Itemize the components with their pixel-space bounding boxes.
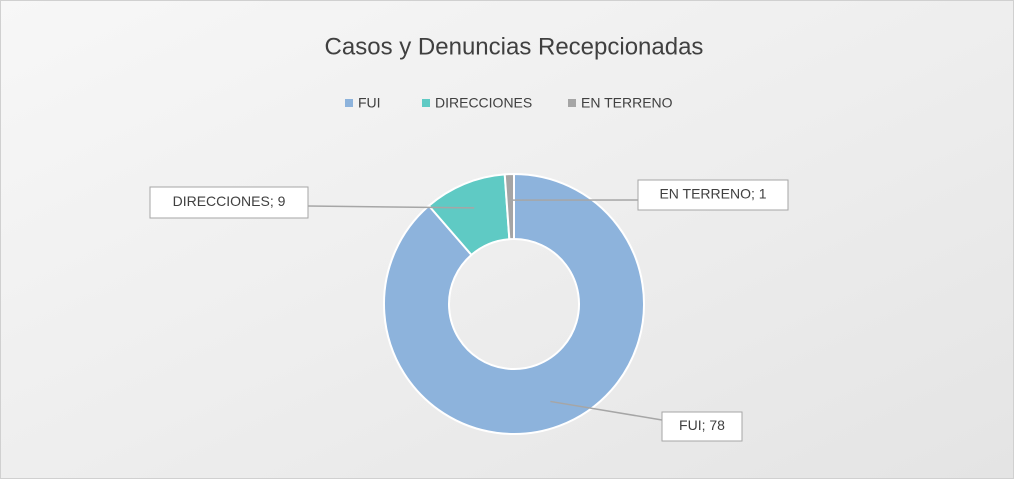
- data-label-box: [149, 186, 309, 219]
- data-label: FUI; 78: [679, 417, 725, 433]
- donut-slice: [503, 172, 515, 241]
- legend-label: DIRECCIONES: [435, 95, 532, 111]
- data-label: EN TERRENO; 1: [659, 186, 766, 202]
- donut-slice: [383, 172, 645, 435]
- data-label-box: [637, 179, 789, 211]
- legend-label: EN TERRENO: [581, 95, 673, 111]
- legend-swatch: [345, 99, 353, 107]
- chart-title: Casos y Denuncias Recepcionadas: [325, 33, 704, 60]
- legend-swatch: [568, 99, 576, 107]
- legend-label: FUI: [358, 95, 381, 111]
- data-label: DIRECCIONES; 9: [173, 193, 286, 209]
- data-label-box: [661, 411, 743, 442]
- leader-line: [550, 400, 663, 421]
- leader-line: [307, 205, 475, 209]
- legend-swatch: [422, 99, 430, 107]
